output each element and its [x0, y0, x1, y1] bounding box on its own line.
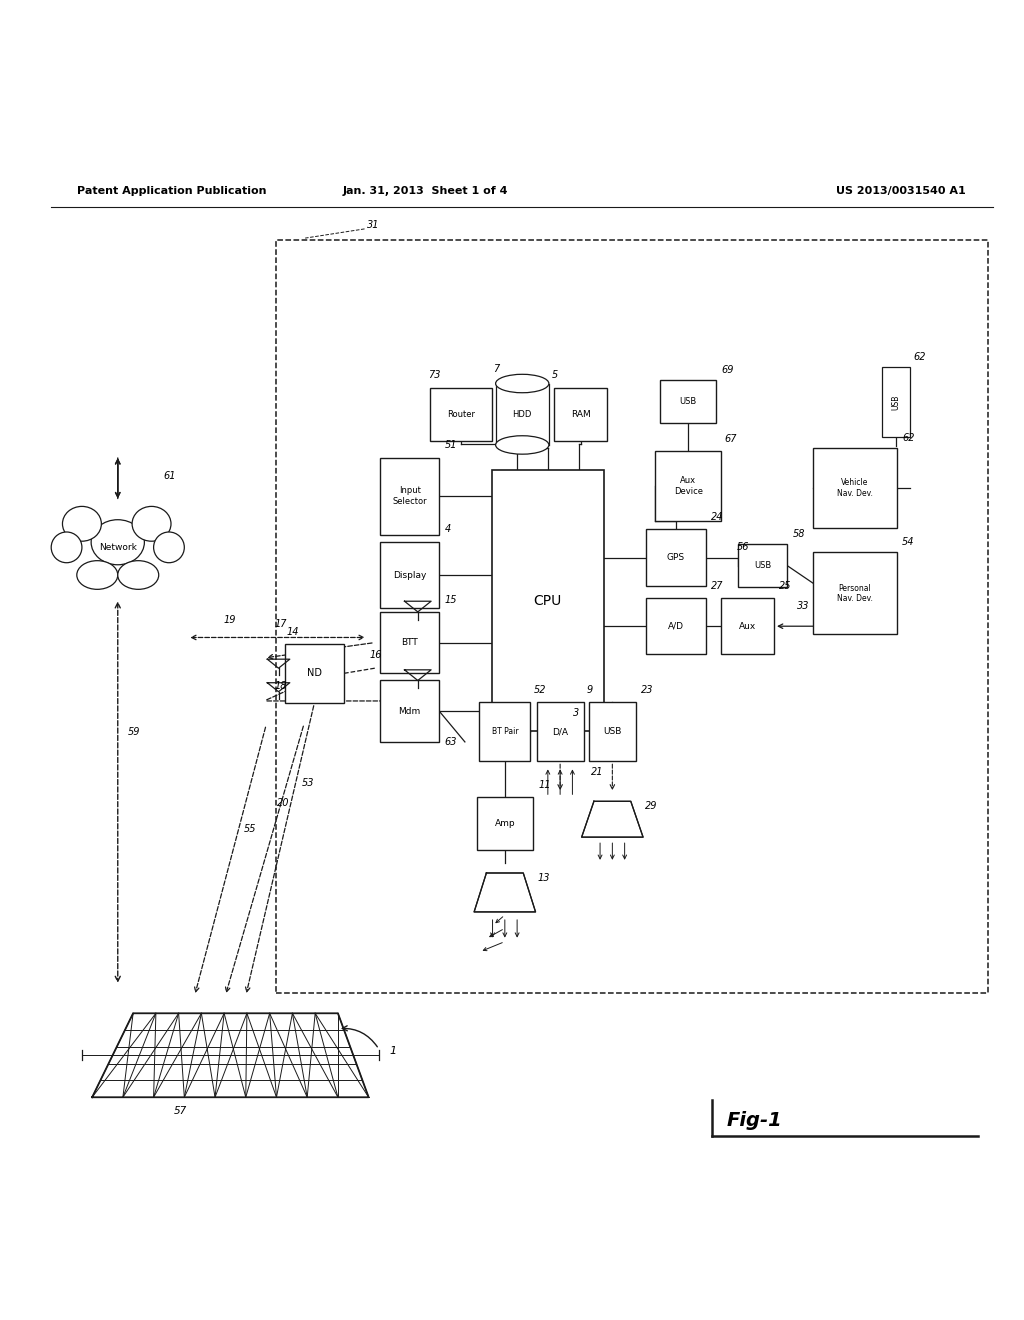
Text: 63: 63 [444, 737, 457, 747]
Text: Personal
Nav. Dev.: Personal Nav. Dev. [837, 583, 873, 603]
Bar [655, 451, 722, 520]
Text: Jan. 31, 2013  Sheet 1 of 4: Jan. 31, 2013 Sheet 1 of 4 [342, 186, 508, 195]
Text: 69: 69 [721, 366, 734, 375]
Ellipse shape [496, 436, 549, 454]
Bar [479, 702, 530, 762]
Bar [537, 702, 584, 762]
Text: 9: 9 [587, 685, 593, 694]
Text: 27: 27 [711, 581, 723, 591]
Text: Network: Network [99, 543, 136, 552]
Text: 52: 52 [534, 685, 546, 694]
Text: 16: 16 [370, 649, 382, 660]
Bar [476, 797, 532, 850]
Polygon shape [474, 873, 536, 912]
Text: 15: 15 [444, 594, 457, 605]
Bar [738, 544, 787, 587]
Text: Patent Application Publication: Patent Application Publication [77, 186, 266, 195]
Ellipse shape [77, 561, 118, 589]
Text: 5: 5 [552, 371, 558, 380]
Bar [380, 681, 439, 742]
Text: 18: 18 [274, 681, 287, 690]
Text: USB: USB [755, 561, 771, 570]
Text: Aux
Device: Aux Device [674, 477, 702, 495]
Ellipse shape [62, 507, 101, 541]
Ellipse shape [118, 561, 159, 589]
Text: 31: 31 [367, 220, 379, 230]
Text: 55: 55 [244, 824, 256, 834]
Bar [430, 388, 492, 441]
Ellipse shape [154, 532, 184, 562]
Text: 29: 29 [645, 801, 657, 812]
Text: Router: Router [446, 409, 475, 418]
Text: GPS: GPS [667, 553, 685, 562]
Text: HDD: HDD [513, 409, 531, 418]
Text: 25: 25 [779, 581, 792, 591]
Text: 19: 19 [223, 615, 236, 626]
Text: 67: 67 [725, 434, 737, 444]
Bar [882, 367, 910, 437]
Text: 1: 1 [389, 1047, 396, 1056]
Text: 33: 33 [797, 601, 809, 611]
Text: Mdm: Mdm [398, 706, 421, 715]
Text: Fig-1: Fig-1 [727, 1111, 782, 1130]
Bar [813, 447, 897, 528]
Text: 3: 3 [573, 709, 580, 718]
Bar [646, 598, 706, 655]
Text: CPU: CPU [534, 594, 562, 607]
Text: 62: 62 [913, 352, 926, 362]
Bar [554, 388, 607, 441]
Bar [380, 612, 439, 673]
Text: 53: 53 [302, 777, 314, 788]
Text: 24: 24 [711, 512, 723, 523]
Text: 20: 20 [276, 799, 289, 808]
Text: Aux: Aux [739, 622, 756, 631]
Text: 57: 57 [174, 1106, 187, 1115]
Text: 73: 73 [428, 371, 440, 380]
Text: Vehicle
Nav. Dev.: Vehicle Nav. Dev. [837, 478, 873, 498]
Text: 21: 21 [591, 767, 603, 776]
Text: Amp: Amp [495, 820, 515, 829]
Bar [285, 644, 344, 704]
Text: 58: 58 [793, 529, 805, 539]
Text: D/A: D/A [552, 727, 568, 737]
Bar [276, 240, 988, 993]
Text: 61: 61 [164, 471, 176, 480]
Text: 13: 13 [538, 873, 550, 883]
Text: A/D: A/D [668, 622, 684, 631]
Text: USB: USB [603, 727, 622, 737]
Bar [380, 541, 439, 609]
Text: 62: 62 [902, 433, 914, 442]
Bar [721, 598, 774, 655]
Text: 7: 7 [494, 364, 500, 374]
Bar [660, 380, 717, 424]
Ellipse shape [496, 375, 549, 393]
Text: 14: 14 [287, 627, 299, 638]
Text: US 2013/0031540 A1: US 2013/0031540 A1 [837, 186, 966, 195]
Text: 54: 54 [902, 537, 914, 548]
Text: BT Pair: BT Pair [492, 727, 518, 737]
Text: 23: 23 [641, 685, 653, 694]
Text: Display: Display [393, 570, 426, 579]
Text: 17: 17 [274, 619, 287, 630]
Bar [380, 458, 439, 535]
Bar [646, 529, 706, 586]
Text: 56: 56 [737, 543, 750, 552]
Polygon shape [582, 801, 643, 837]
Text: 51: 51 [444, 441, 457, 450]
Text: 4: 4 [444, 524, 451, 535]
Ellipse shape [132, 507, 171, 541]
Ellipse shape [51, 532, 82, 562]
Text: ND: ND [307, 668, 322, 678]
Text: Input
Selector: Input Selector [392, 487, 427, 506]
Text: 59: 59 [128, 727, 140, 737]
Bar [813, 553, 897, 635]
Text: USB: USB [892, 395, 900, 409]
Ellipse shape [91, 520, 144, 565]
Text: RAM: RAM [570, 409, 591, 418]
Bar [589, 702, 636, 762]
Bar [492, 470, 604, 731]
Text: BTT: BTT [401, 638, 418, 647]
Text: USB: USB [680, 397, 696, 407]
Text: 11: 11 [539, 780, 551, 789]
